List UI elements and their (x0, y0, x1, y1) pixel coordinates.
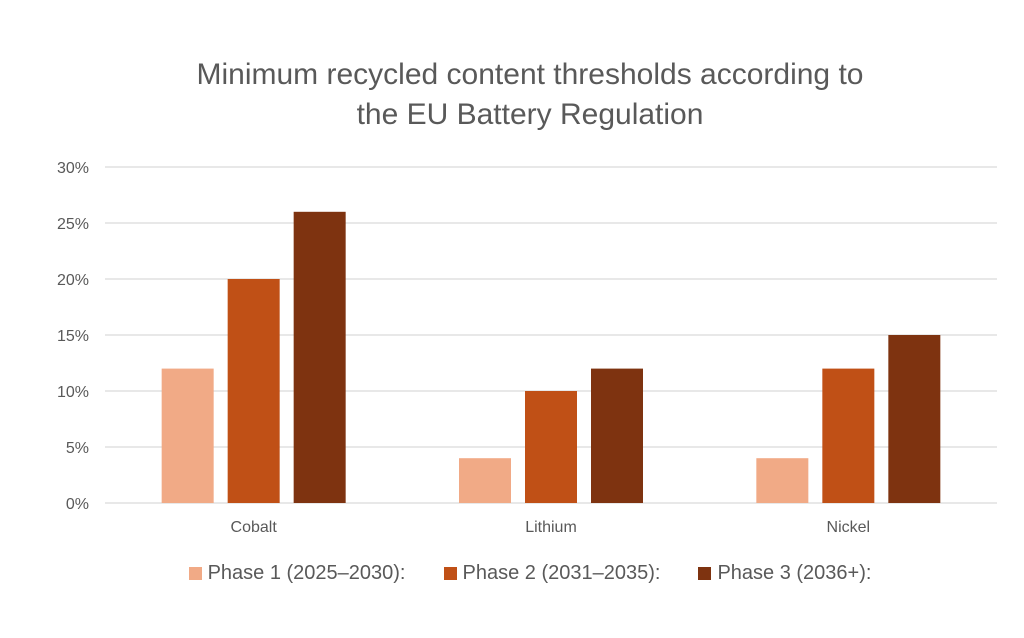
bars (161, 211, 941, 504)
bar-lithium-phase-2 (525, 391, 577, 503)
bar-cobalt-phase-1 (161, 368, 214, 503)
y-tick-label: 15% (57, 328, 89, 345)
legend-swatch-phase-3 (698, 567, 712, 580)
y-tick-label: 5% (66, 440, 89, 457)
y-tick-label: 30% (57, 160, 89, 177)
legend-item-phase-2: Phase 2 (2031–2035): (443, 562, 661, 585)
bar-nickel-phase-3 (888, 335, 941, 503)
x-category-label: Cobalt (231, 519, 278, 536)
legend-swatch-phase-1 (188, 567, 202, 580)
y-tick-label: 20% (57, 272, 89, 289)
x-category-label: Nickel (827, 519, 871, 536)
x-axis-category-labels: Cobalt Lithium Nickel (231, 519, 871, 536)
legend-label-phase-2: Phase 2 (2031–2035): (462, 562, 661, 584)
y-tick-label: 10% (57, 384, 89, 401)
chart-title-line-1: Minimum recycled content thresholds acco… (196, 58, 864, 91)
bar-nickel-phase-1 (756, 458, 809, 503)
legend-item-phase-3: Phase 3 (2036+): (698, 562, 871, 585)
legend-label-phase-3: Phase 3 (2036+): (717, 562, 872, 584)
bar-cobalt-phase-3 (293, 211, 346, 504)
chart-title: Minimum recycled content thresholds acco… (0, 55, 1024, 135)
y-tick-label: 0% (66, 496, 89, 513)
bar-lithium-phase-1 (459, 458, 511, 503)
x-category-label: Lithium (525, 519, 577, 536)
legend-label-phase-1: Phase 1 (2025–2030): (207, 562, 406, 584)
y-tick-label: 25% (57, 216, 89, 233)
chart-title-line-2: the EU Battery Regulation (356, 98, 704, 131)
bar-nickel-phase-2 (822, 368, 875, 503)
bar-lithium-phase-3 (591, 368, 643, 503)
bar-cobalt-phase-2 (227, 279, 280, 503)
legend-item-phase-1: Phase 1 (2025–2030): (188, 562, 406, 585)
legend-swatch-phase-2 (443, 567, 457, 580)
legend: Phase 1 (2025–2030): Phase 2 (2031–2035)… (0, 562, 1024, 585)
y-axis-tick-labels: 0% 5% 10% 15% 20% 25% 30% (57, 160, 89, 513)
